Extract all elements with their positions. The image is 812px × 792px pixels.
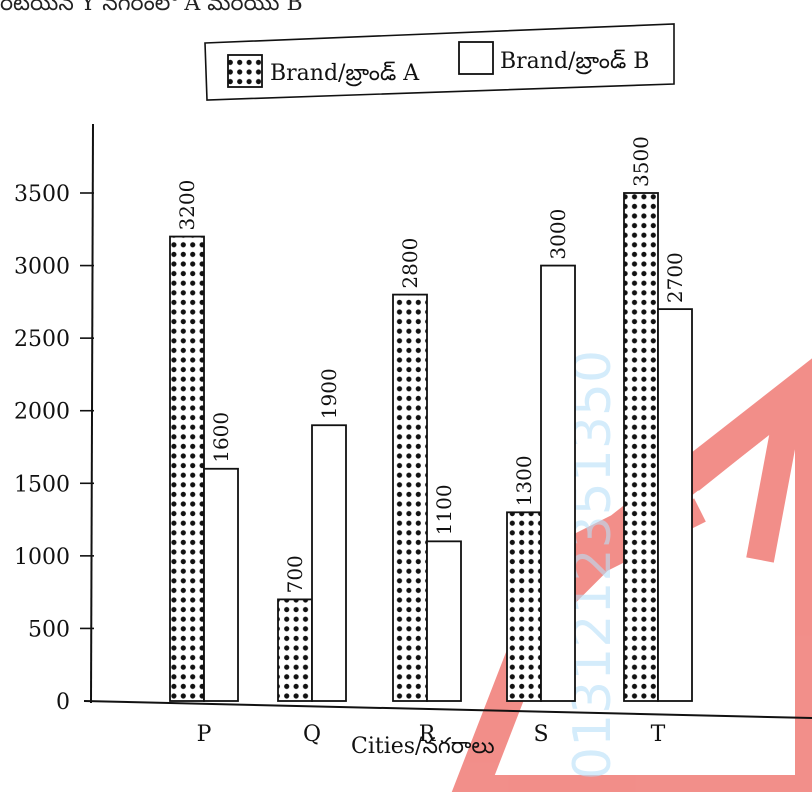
y-tick-label: 0 [56, 690, 70, 715]
x-tick-label: T [651, 722, 666, 747]
x-tick-label: S [533, 722, 548, 747]
data-label: 1100 [432, 484, 456, 535]
legend: Brand/బ్రాండ్ A Brand/బ్రాండ్ B [204, 23, 675, 101]
legend-swatch-a [227, 54, 263, 88]
legend-label-b: Brand/బ్రాండ్ B [500, 49, 649, 75]
data-label: 700 [283, 555, 307, 593]
legend-box [204, 23, 675, 101]
x-tick-label: Q [303, 722, 321, 747]
header-text: రేటయిన్ Y నగరంలో A మరియు B [0, 0, 303, 16]
bar-r-b [426, 540, 462, 702]
bar-s-a [506, 511, 542, 702]
data-label: 1600 [209, 412, 233, 463]
x-ticks: P Q R S T [197, 722, 666, 747]
bars: 3200 1600 700 1900 2800 1100 1300 3000 3500 2700 [169, 136, 693, 702]
data-label: 2700 [663, 252, 687, 303]
bar-q-b [311, 424, 347, 702]
x-tick-label: P [197, 722, 212, 747]
legend-label-a: Brand/బ్రాండ్ A [270, 61, 420, 87]
x-axis-label: Cities/నగరాలు [351, 734, 495, 759]
x-tick-label: R [419, 722, 437, 747]
bar-q-a [277, 598, 313, 702]
bar-r-a [392, 293, 428, 702]
x-axis [83, 700, 812, 719]
bar-p-a [169, 235, 205, 702]
data-label: 2800 [398, 238, 422, 289]
data-label: 3200 [175, 180, 199, 231]
data-label: 1300 [512, 455, 536, 506]
y-tick-label: 2500 [14, 327, 70, 352]
y-ticks: 0 500 1000 1500 2000 2500 3000 3500 [14, 182, 94, 715]
data-label: 3000 [546, 209, 570, 260]
y-tick-label: 1500 [14, 472, 70, 497]
bar-s-b [540, 264, 576, 702]
y-tick-label: 500 [28, 617, 70, 642]
y-tick-label: 2000 [14, 400, 70, 425]
y-tick-label: 3500 [14, 182, 70, 207]
y-tick-label: 3000 [14, 255, 70, 280]
y-axis [90, 123, 94, 704]
bar-p-b [203, 467, 239, 702]
legend-swatch-b [458, 41, 494, 75]
bar-t-a [623, 192, 659, 702]
bar-t-b [657, 308, 693, 702]
data-label: 3500 [629, 136, 653, 187]
data-label: 1900 [317, 368, 341, 419]
y-tick-label: 1000 [14, 545, 70, 570]
